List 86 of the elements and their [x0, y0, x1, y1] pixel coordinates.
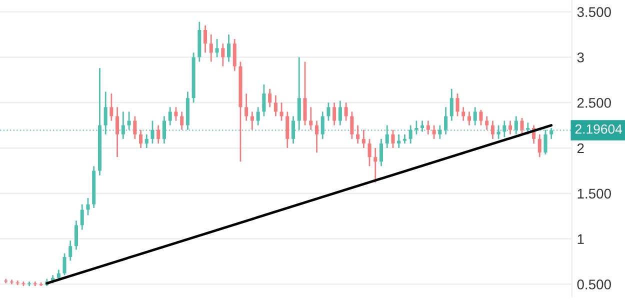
candlestick — [162, 116, 166, 144]
candlestick — [462, 106, 466, 122]
candlestick — [121, 111, 125, 140]
candlestick — [544, 129, 548, 156]
candlestick — [526, 122, 530, 136]
candlestick — [127, 111, 131, 131]
candlestick — [168, 106, 172, 126]
candlestick — [508, 120, 512, 136]
y-tick-label: 1 — [578, 234, 584, 244]
candlestick — [221, 42, 225, 67]
candlestick — [303, 61, 307, 126]
candlestick — [110, 92, 114, 122]
candlestick — [274, 94, 278, 117]
candlestick — [326, 102, 330, 122]
candlestick — [139, 129, 143, 149]
candlestick — [320, 111, 324, 140]
candlestick — [104, 91, 108, 136]
candlestick — [450, 88, 454, 122]
candlestick — [538, 134, 542, 158]
candlestick — [356, 124, 360, 144]
candlestick — [550, 127, 554, 140]
y-tick-label: 3.500 — [577, 7, 611, 17]
candlestick — [232, 38, 236, 72]
candlestick — [286, 111, 290, 149]
candlestick — [456, 92, 460, 117]
candlestick — [473, 106, 477, 126]
y-tick-label: 3 — [577, 52, 584, 62]
candlestick — [344, 102, 348, 122]
candlestick — [408, 124, 412, 144]
candlestick — [244, 92, 248, 122]
candlestick — [514, 116, 518, 136]
candlestick — [144, 134, 148, 149]
candlestick — [362, 129, 366, 149]
candlestick — [314, 120, 318, 154]
candlestick — [391, 129, 395, 149]
candlestick — [350, 111, 354, 140]
candlestick — [204, 24, 208, 54]
candlestick — [74, 220, 78, 250]
candlestick — [280, 102, 284, 122]
candlestick — [426, 120, 430, 136]
candlestick — [420, 120, 424, 132]
y-tick-label: 2 — [577, 143, 584, 154]
candlestick — [374, 147, 378, 184]
candlestick — [215, 38, 219, 58]
candlestick — [250, 111, 254, 131]
candlestick — [467, 111, 471, 126]
candlestick — [309, 106, 313, 131]
candlestick — [297, 56, 301, 131]
candlestick — [402, 134, 406, 144]
candlestick — [385, 124, 389, 149]
candlestick — [56, 269, 60, 280]
candlestick — [397, 134, 401, 149]
candlestick — [150, 120, 154, 144]
candlestick — [209, 34, 213, 62]
candlestick — [292, 116, 296, 144]
candlestick — [226, 34, 231, 62]
candlestick — [479, 109, 483, 126]
candlestick — [156, 124, 160, 144]
candlestick — [256, 106, 260, 126]
y-tick-label: 2.500 — [577, 98, 611, 108]
candlestick — [490, 120, 494, 140]
candlestick — [432, 124, 436, 140]
candlestick — [332, 102, 336, 126]
y-tick-label: 0.500 — [577, 280, 611, 290]
candlestick — [174, 106, 178, 122]
candlestick — [62, 252, 66, 276]
candlestick — [68, 240, 72, 262]
candlestick — [496, 124, 500, 140]
candlestick — [268, 88, 272, 108]
candlestick — [520, 117, 524, 136]
candlestick — [180, 111, 184, 131]
candlestick — [485, 116, 489, 131]
candlestick — [338, 100, 342, 126]
candlestick — [502, 120, 506, 138]
candlestick — [368, 138, 372, 167]
candlestick — [80, 204, 84, 230]
candlestick — [133, 116, 137, 140]
candlestick — [86, 197, 90, 216]
candlestick — [379, 138, 384, 167]
candlestick — [444, 106, 448, 136]
candlestick — [262, 84, 266, 117]
candlestick — [414, 120, 418, 136]
candlestick — [438, 124, 442, 140]
y-tick-label: 1.500 — [578, 188, 611, 199]
candlestick — [116, 106, 120, 158]
ref-line-label: 2.19604 — [575, 124, 622, 134]
